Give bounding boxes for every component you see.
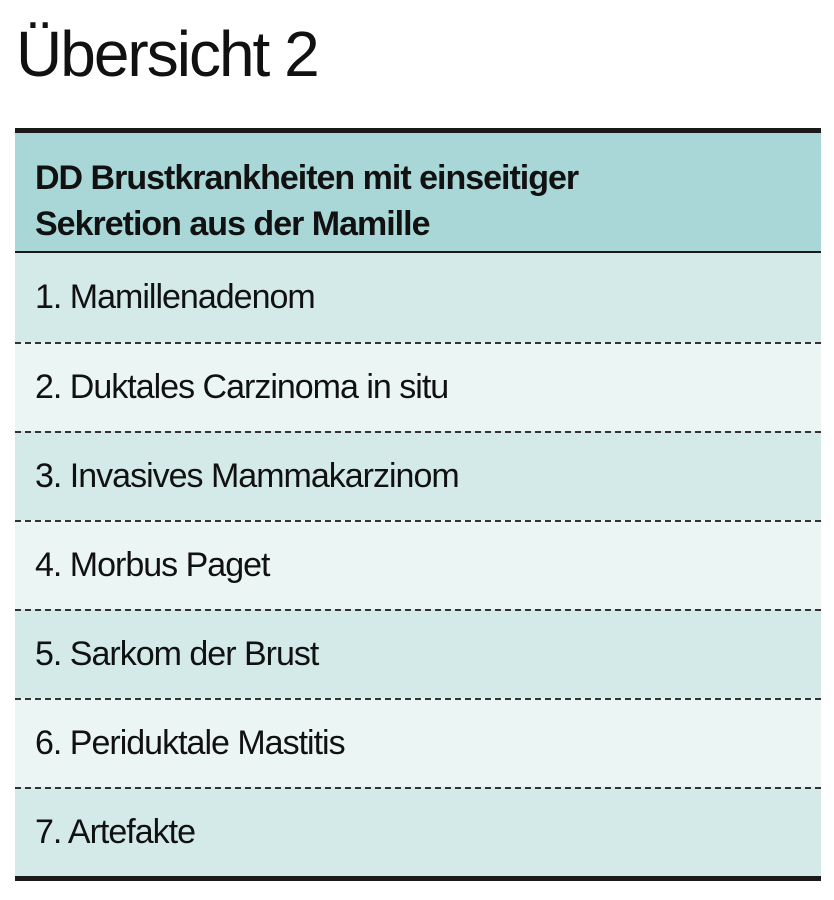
table-row: 3. Invasives Mammakarzinom [15,431,821,520]
table-body: 1. Mamillenadenom 2. Duktales Carzinoma … [15,253,821,876]
table-row: 7. Artefakte [15,787,821,876]
table-row: 6. Periduktale Mastitis [15,698,821,787]
table-row-text: 5. Sarkom der Brust [35,635,319,673]
table-row: 5. Sarkom der Brust [15,609,821,698]
table-row-text: 6. Periduktale Mastitis [35,724,346,762]
table-row-text: 7. Artefakte [35,813,196,851]
table-row: 2. Duktales Carzinoma in situ [15,342,821,431]
differential-diagnosis-table: DD Brustkrankheiten mit einseitiger Sekr… [15,128,821,881]
table-row: 1. Mamillenadenom [15,253,821,342]
table-header: DD Brustkrankheiten mit einseitiger Sekr… [15,133,821,253]
table-header-text: DD Brustkrankheiten mit einseitiger Sekr… [35,159,579,243]
table-row-text: 2. Duktales Carzinoma in situ [35,368,449,406]
table-row-text: 3. Invasives Mammakarzinom [35,457,460,495]
page-title: Übersicht 2 [16,18,320,90]
table-row: 4. Morbus Paget [15,520,821,609]
table-row-text: 4. Morbus Paget [35,546,270,584]
table-row-text: 1. Mamillenadenom [35,278,316,316]
